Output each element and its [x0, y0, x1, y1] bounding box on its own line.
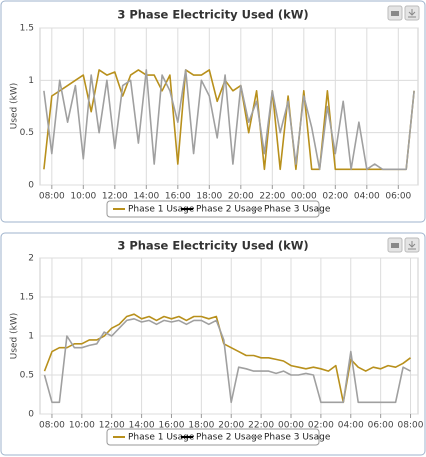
y-tick-label: 0.5 — [20, 371, 34, 381]
chart-title: 3 Phase Electricity Used (kW) — [117, 8, 308, 22]
series-line — [43, 69, 415, 171]
print-button[interactable] — [387, 237, 403, 253]
y-axis-title: Used (kW) — [10, 313, 20, 360]
x-tick-label: 00:00 — [291, 192, 317, 202]
legend-box — [106, 200, 320, 218]
x-tick-label: 14:00 — [129, 421, 155, 431]
x-tick-label: 02:00 — [322, 192, 348, 202]
export-button[interactable] — [404, 237, 420, 253]
series-line — [43, 318, 411, 404]
print-button[interactable] — [387, 5, 403, 21]
y-tick-label: 2 — [28, 254, 34, 264]
x-tick-label: 08:00 — [398, 421, 424, 431]
x-tick-label: 22:00 — [259, 192, 285, 202]
y-tick-label: 0 — [28, 410, 34, 420]
x-tick-label: 12:00 — [99, 421, 125, 431]
y-tick-label: 0.5 — [20, 128, 34, 138]
x-tick-label: 20:00 — [218, 421, 244, 431]
legend-label: Phase 2 Usage — [196, 433, 263, 443]
x-tick-label: 08:00 — [39, 192, 65, 202]
x-tick-label: 12:00 — [102, 192, 128, 202]
x-tick-label: 16:00 — [165, 192, 191, 202]
y-tick-label: 0 — [28, 181, 34, 191]
x-tick-label: 10:00 — [70, 192, 96, 202]
legend-label: Phase 1 Usage — [128, 433, 195, 443]
export-button[interactable] — [404, 5, 420, 21]
x-tick-label: 18:00 — [196, 192, 222, 202]
chart: 3 Phase Electricity Used (kW) Used (kW) … — [0, 0, 426, 223]
y-tick-label: 1.5 — [20, 293, 34, 303]
legend-label: Phase 1 Usage — [128, 205, 195, 215]
x-tick-label: 22:00 — [248, 421, 274, 431]
x-tick-label: 00:00 — [278, 421, 304, 431]
x-tick-label: 06:00 — [385, 192, 411, 202]
legend-box — [106, 428, 320, 446]
x-tick-label: 10:00 — [69, 421, 95, 431]
x-tick-label: 18:00 — [188, 421, 214, 431]
x-tick-label: 14:00 — [133, 192, 159, 202]
legend-label: Phase 2 Usage — [196, 205, 263, 215]
legend-label: Phase 3 Usage — [264, 205, 331, 215]
x-tick-label: 04:00 — [354, 192, 380, 202]
legend-label: Phase 3 Usage — [264, 433, 331, 443]
plot-area — [39, 27, 419, 186]
y-tick-label: 1.5 — [20, 24, 34, 34]
y-axis-title: Used (kW) — [10, 83, 20, 130]
x-tick-label: 02:00 — [308, 421, 334, 431]
x-tick-label: 16:00 — [159, 421, 185, 431]
x-tick-label: 20:00 — [228, 192, 254, 202]
y-tick-label: 1 — [28, 76, 34, 86]
series-line — [43, 313, 411, 404]
series-line — [43, 69, 415, 171]
y-tick-label: 1 — [28, 332, 34, 342]
chart: 3 Phase Electricity Used (kW) Used (kW) … — [0, 232, 426, 456]
x-tick-label: 06:00 — [368, 421, 394, 431]
chart-title: 3 Phase Electricity Used (kW) — [117, 239, 308, 253]
x-tick-label: 04:00 — [338, 421, 364, 431]
x-tick-label: 08:00 — [39, 421, 65, 431]
